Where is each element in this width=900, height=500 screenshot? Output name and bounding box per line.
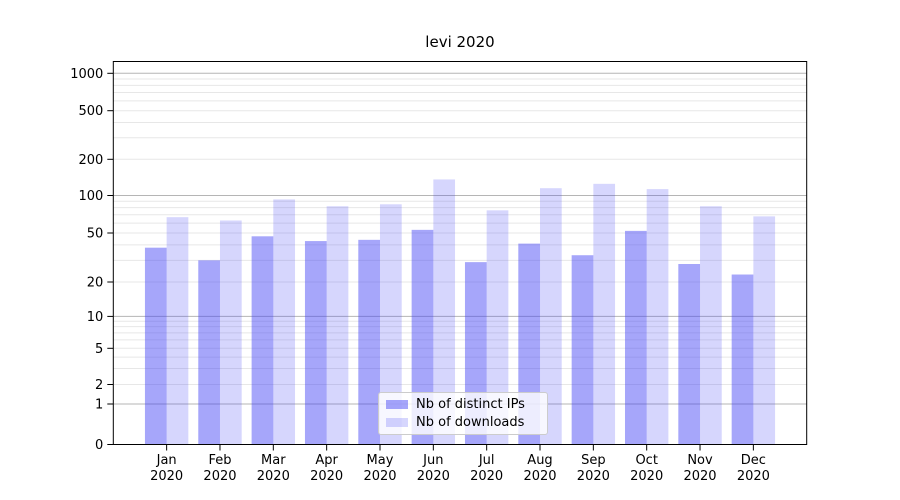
- legend-item-distinct-ips: Nb of distinct IPs: [386, 397, 540, 412]
- bar-downloads-sep: [593, 183, 616, 445]
- x-tick-label-month: Mar: [261, 453, 286, 468]
- bar-downloads-apr: [326, 206, 349, 445]
- grid: [113, 72, 807, 405]
- x-tick-label-month: Jun: [422, 453, 443, 468]
- x-tick-label-month: Sep: [581, 453, 606, 468]
- x-tick-label-year: 2020: [257, 469, 290, 484]
- bar-distinct-ips-may: [358, 239, 380, 445]
- bar-distinct-ips-mar: [251, 236, 274, 445]
- x-tick-label-year: 2020: [683, 469, 716, 484]
- legend: Nb of distinct IPs Nb of downloads: [378, 392, 548, 435]
- y-tick-label: 10: [87, 310, 104, 325]
- y-tick-label: 2: [95, 378, 103, 393]
- y-tick-label: 0: [95, 438, 103, 453]
- bar-downloads-feb: [219, 220, 242, 445]
- bar-downloads-may: [379, 204, 402, 445]
- y-tick-label: 100: [78, 189, 103, 204]
- x-tick-label-month: Nov: [687, 453, 713, 468]
- bar-downloads-dec: [753, 216, 776, 445]
- x-tick-label-year: 2020: [737, 469, 770, 484]
- bar-distinct-ips-jun: [411, 229, 434, 445]
- y-tick-label: 1: [95, 398, 103, 413]
- plot-border: [112, 61, 808, 445]
- bar-distinct-ips-feb: [198, 260, 220, 445]
- x-tick-label-month: Dec: [741, 453, 766, 468]
- x-axis: Jan2020Feb2020Mar2020Apr2020May2020Jun20…: [150, 444, 770, 484]
- x-tick-label-month: May: [367, 453, 394, 468]
- x-tick-label-year: 2020: [150, 469, 183, 484]
- legend-label-distinct-ips: Nb of distinct IPs: [416, 397, 525, 412]
- bar-distinct-ips-dec: [731, 274, 754, 445]
- x-tick-label-month: Apr: [315, 453, 338, 468]
- y-tick-label: 500: [78, 104, 103, 119]
- x-tick-label-year: 2020: [203, 469, 236, 484]
- x-tick-label-year: 2020: [310, 469, 343, 484]
- y-tick-label: 5: [95, 342, 103, 357]
- bar-distinct-ips-apr: [304, 241, 327, 445]
- bar-downloads-mar: [273, 199, 296, 445]
- y-tick-label: 50: [87, 227, 104, 242]
- y-tick-label: 1000: [70, 67, 103, 82]
- bar-distinct-ips-jan: [144, 247, 167, 445]
- y-axis: 0 1 2 5 10 20 50 100 200 500 1000: [70, 67, 114, 453]
- x-tick-label-month: Jul: [478, 453, 495, 468]
- bar-distinct-ips-nov: [678, 264, 701, 445]
- bar-distinct-ips-sep: [571, 255, 594, 445]
- chart-title: levi 2020: [425, 33, 495, 51]
- x-tick-label-year: 2020: [577, 469, 610, 484]
- bar-downloads-nov: [700, 206, 722, 445]
- bar-downloads-aug: [540, 188, 562, 445]
- x-tick-label-year: 2020: [523, 469, 556, 484]
- y-tick-label: 200: [78, 153, 103, 168]
- x-tick-label-year: 2020: [363, 469, 396, 484]
- x-tick-label-year: 2020: [470, 469, 503, 484]
- bar-downloads-jan: [166, 217, 189, 445]
- x-tick-label-month: Oct: [635, 453, 657, 468]
- bar-downloads-jul: [486, 210, 509, 445]
- bar-downloads-jun: [433, 179, 456, 445]
- y-tick-label: 20: [87, 276, 104, 291]
- bar-distinct-ips-oct: [624, 230, 647, 445]
- x-tick-label-month: Feb: [208, 453, 231, 468]
- x-tick-label-month: Jan: [156, 453, 177, 468]
- legend-swatch-distinct-ips: [386, 400, 408, 409]
- x-tick-label-month: Aug: [527, 453, 552, 468]
- x-tick-label-year: 2020: [417, 469, 450, 484]
- legend-item-downloads: Nb of downloads: [386, 415, 540, 430]
- legend-swatch-downloads: [386, 418, 408, 427]
- bar-downloads-oct: [646, 189, 669, 445]
- x-tick-label-year: 2020: [630, 469, 663, 484]
- legend-label-downloads: Nb of downloads: [416, 415, 525, 430]
